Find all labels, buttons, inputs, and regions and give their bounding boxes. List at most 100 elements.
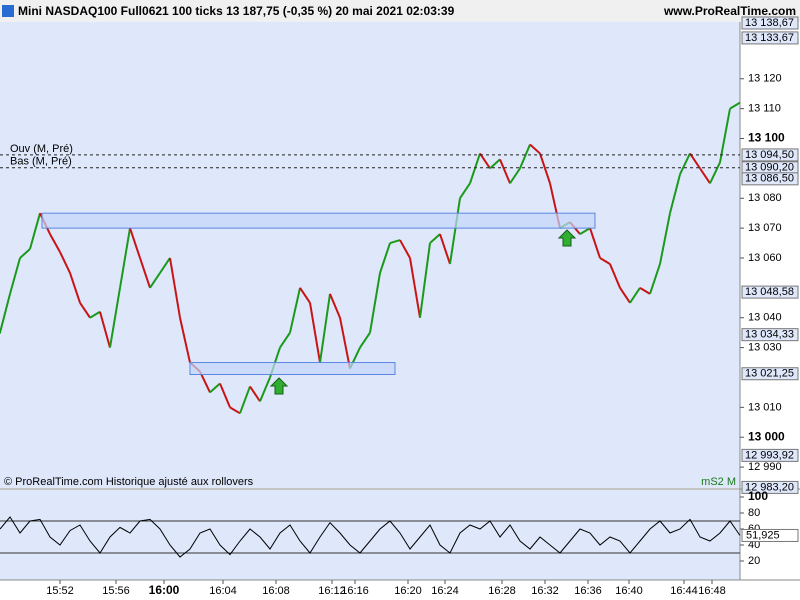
x-tick-label: 16:32 bbox=[531, 585, 559, 597]
price-segment bbox=[89, 310, 101, 319]
price-segment bbox=[289, 287, 301, 333]
x-tick-label: 16:40 bbox=[615, 585, 643, 597]
price-tag-label: 13 094,50 bbox=[745, 149, 794, 161]
price-segment bbox=[709, 161, 721, 184]
price-tag-label: 13 090,20 bbox=[745, 162, 794, 174]
price-tag-label: 13 086,50 bbox=[745, 173, 794, 185]
price-segment bbox=[119, 227, 131, 289]
y-tick-label: 100 bbox=[748, 489, 768, 503]
x-tick-label: 16:16 bbox=[341, 585, 369, 597]
zone bbox=[41, 212, 596, 229]
price-segment bbox=[449, 198, 461, 265]
buy-arrow bbox=[269, 377, 289, 395]
signal-arrows bbox=[269, 229, 577, 395]
price-segment bbox=[169, 257, 181, 318]
price-segment bbox=[159, 257, 171, 274]
price-segment bbox=[359, 332, 371, 349]
level-label: Ouv (M, Pré) bbox=[10, 143, 73, 155]
price-tag-label: 13 138,67 bbox=[745, 17, 794, 29]
y-tick-label: 13 070 bbox=[748, 222, 782, 234]
window-icon[interactable] bbox=[2, 5, 14, 17]
x-tick-label: 16:04 bbox=[209, 585, 237, 597]
price-segment bbox=[69, 272, 81, 304]
price-segment bbox=[619, 287, 631, 304]
y-tick-label: 13 010 bbox=[748, 401, 782, 413]
footer: © ProRealTime.com Historique ajusté aux … bbox=[4, 476, 254, 488]
price-segment bbox=[639, 287, 651, 295]
price-tag bbox=[741, 367, 799, 381]
price-segment bbox=[209, 382, 221, 394]
price-tag bbox=[741, 480, 799, 494]
price-segment bbox=[229, 406, 241, 415]
price-segment bbox=[609, 263, 621, 289]
price-segment bbox=[689, 152, 701, 169]
y-tick-label: 80 bbox=[748, 507, 760, 519]
y-tick-label: 13 030 bbox=[748, 342, 782, 354]
y-tick-label: 13 060 bbox=[748, 252, 782, 264]
y-tick-label: 13 110 bbox=[748, 103, 781, 115]
price-segment bbox=[109, 287, 121, 348]
price-tag-label: 12 993,92 bbox=[745, 449, 794, 461]
oscillator-panel bbox=[0, 490, 740, 580]
price-tag bbox=[741, 31, 799, 45]
price-segment bbox=[79, 302, 91, 319]
price-segment bbox=[509, 167, 521, 184]
chart-title: Mini NASDAQ100 Full0621 100 ticks 13 187… bbox=[18, 4, 455, 18]
price-segment bbox=[469, 153, 481, 184]
y-tick-label: 12 990 bbox=[748, 461, 782, 473]
x-tick-label: 16:44 bbox=[670, 585, 698, 597]
x-tick-label: 16:08 bbox=[262, 585, 290, 597]
price-segment bbox=[409, 257, 421, 318]
price-segment bbox=[49, 233, 61, 253]
x-tick-label: 16:12 bbox=[318, 585, 346, 597]
y-tick-label: 13 100 bbox=[748, 131, 785, 145]
price-tag bbox=[741, 172, 799, 186]
price-segment bbox=[379, 242, 391, 274]
header-bar bbox=[0, 0, 800, 22]
price-segment bbox=[669, 174, 681, 214]
price-segment bbox=[529, 143, 541, 155]
price-segment bbox=[729, 101, 741, 110]
price-segment bbox=[489, 158, 501, 170]
level-label: Bas (M, Pré) bbox=[10, 156, 72, 168]
y-tick-label: 13 000 bbox=[748, 429, 785, 443]
price-segment bbox=[439, 233, 451, 265]
x-tick-label: 15:52 bbox=[46, 585, 74, 597]
price-segment bbox=[699, 167, 711, 184]
price-tag bbox=[741, 328, 799, 342]
buy-arrow bbox=[557, 229, 577, 247]
x-tick-label: 16:36 bbox=[574, 585, 602, 597]
price-segment bbox=[59, 251, 71, 274]
price-segment bbox=[419, 242, 431, 318]
price-segment bbox=[429, 233, 441, 244]
x-tick-label: 16:24 bbox=[431, 585, 459, 597]
price-segment bbox=[279, 332, 291, 349]
price-segment bbox=[649, 263, 661, 295]
price-segment bbox=[139, 257, 151, 289]
price-segment bbox=[329, 293, 341, 319]
price-segment bbox=[629, 287, 641, 304]
price-segment bbox=[459, 182, 471, 199]
price-segment bbox=[479, 152, 491, 169]
price-segment bbox=[389, 239, 401, 245]
price-tag bbox=[741, 285, 799, 299]
x-tick-label: 16:48 bbox=[698, 585, 726, 597]
price-segment bbox=[19, 248, 31, 259]
zone bbox=[189, 362, 396, 375]
price-segment bbox=[659, 212, 671, 265]
oscillator-name: mS2 M bbox=[701, 476, 736, 488]
price-segment bbox=[399, 239, 411, 259]
price-tag-label: 13 133,67 bbox=[745, 32, 794, 44]
price-tag-label: 13 021,25 bbox=[745, 368, 794, 380]
price-segment bbox=[499, 159, 511, 184]
x-tick-label: 16:28 bbox=[488, 585, 516, 597]
price-segment bbox=[339, 317, 351, 369]
price-segment bbox=[599, 257, 611, 265]
price-segment bbox=[149, 272, 161, 289]
x-tick-label: 15:56 bbox=[102, 585, 130, 597]
x-tick-label: 16:20 bbox=[394, 585, 422, 597]
price-segment bbox=[239, 386, 251, 414]
price-segment bbox=[299, 287, 311, 304]
price-segment bbox=[129, 227, 141, 259]
